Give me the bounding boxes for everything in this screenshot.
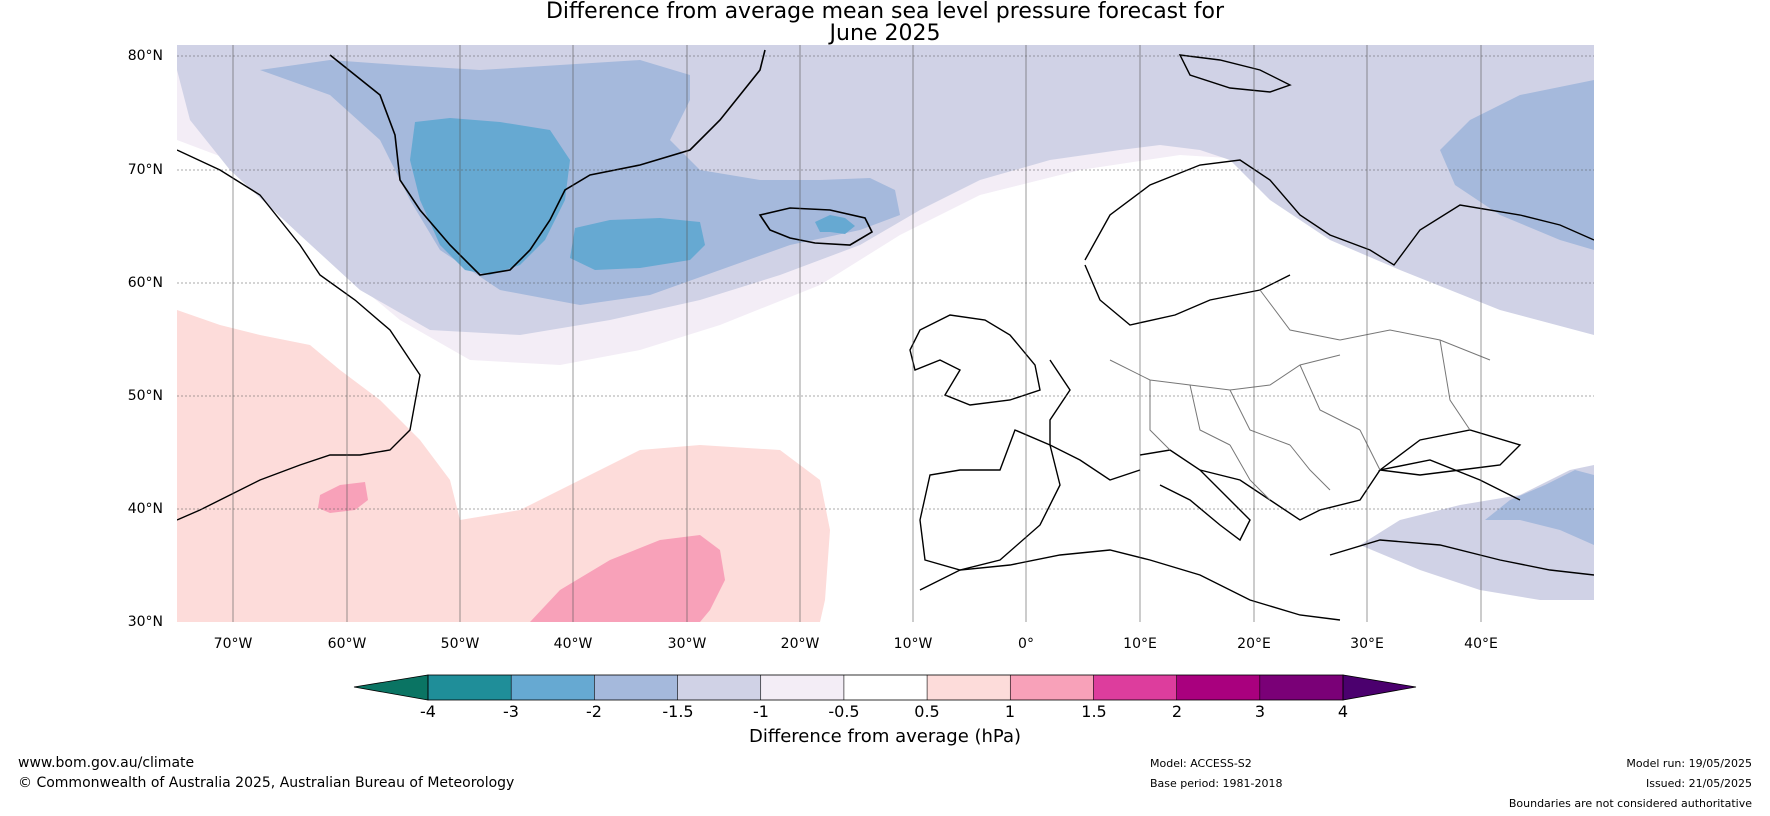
issued-date: Issued: 21/05/2025 — [1645, 777, 1752, 790]
colorbar-segment — [594, 675, 679, 700]
lon-label-70w: 70°W — [213, 636, 253, 652]
lon-label-30e: 30°E — [1350, 636, 1384, 652]
anomaly-region-neg-2-south — [570, 218, 705, 270]
anomaly-region-neg-2 — [410, 118, 570, 275]
greenland-coastline — [329, 49, 766, 276]
colorbar-segment — [677, 675, 762, 700]
colorbar-tick-label: -0.5 — [828, 702, 860, 721]
canada-coastline — [177, 149, 421, 521]
colorbar-segment — [1093, 675, 1178, 700]
colorbar-tick-label: 3 — [1254, 702, 1266, 721]
lon-label-20e: 20°E — [1237, 636, 1271, 652]
colorbar-tick-label: -1.5 — [662, 702, 694, 721]
north-africa-coastline — [919, 549, 1341, 621]
colorbar-segment — [927, 675, 1011, 700]
colorbar-tick-label: 1 — [1004, 702, 1016, 721]
website-link[interactable]: www.bom.gov.au/climate — [18, 755, 195, 771]
base-period: Base period: 1981-2018 — [1150, 777, 1283, 790]
lat-label-30n: 30°N — [127, 614, 163, 630]
colorbar-title: Difference from average (hPa) — [748, 726, 1022, 747]
lat-label-80n: 80°N — [127, 48, 163, 64]
copyright-notice: © Commonwealth of Australia 2025, Austra… — [18, 775, 515, 791]
lon-label-60w: 60°W — [327, 636, 367, 652]
colorbar-tick-label: 1.5 — [1081, 702, 1107, 721]
colorbar-extend-low-arrow — [353, 674, 429, 701]
italy-coastline — [1139, 449, 1251, 542]
lat-label-60n: 60°N — [127, 275, 163, 291]
svalbard-coastline — [1178, 54, 1292, 93]
british-isles-coastline — [909, 314, 1041, 406]
lon-label-0: 0° — [1018, 636, 1034, 652]
country-borders — [1109, 289, 1491, 501]
map-plot-area — [177, 45, 1594, 622]
lon-label-50w: 50°W — [440, 636, 480, 652]
lat-label-40n: 40°N — [127, 501, 163, 517]
anomaly-region-neg-2-iceland — [815, 215, 855, 234]
lon-label-40w: 40°W — [553, 636, 593, 652]
lon-label-40e: 40°E — [1464, 636, 1498, 652]
colorbar-segment — [1176, 675, 1261, 700]
anomaly-region-pos-1-small — [318, 482, 368, 513]
colorbar-segment — [1259, 675, 1344, 700]
lon-label-20w: 20°W — [780, 636, 820, 652]
colorbar-segment — [760, 675, 845, 700]
colorbar-outline — [427, 674, 1344, 701]
colorbar-tick-label: -2 — [586, 702, 602, 721]
lon-label-10e: 10°E — [1123, 636, 1157, 652]
anomaly-region-neg-1.5-balkans — [1485, 470, 1594, 545]
europe-coastline — [1084, 159, 1594, 266]
iceland-coastline — [758, 207, 874, 246]
france-coastline — [1049, 359, 1141, 481]
boundaries-disclaimer: Boundaries are not considered authoritat… — [1508, 797, 1752, 810]
colorbar-segments — [428, 675, 1344, 700]
colorbar-segment — [511, 675, 595, 700]
graticule — [177, 45, 1594, 622]
colorbar-tick-label: -1 — [753, 702, 769, 721]
colorbar-tick-label: 4 — [1337, 702, 1349, 721]
map-title: Difference from average mean sea level p… — [545, 0, 1225, 24]
colorbar-segment — [1010, 675, 1094, 700]
colorbar-tick-label: -3 — [503, 702, 519, 721]
colorbar-tick-label: 2 — [1171, 702, 1183, 721]
anomaly-region-neg-1.5-east — [1440, 80, 1594, 250]
anomaly-region-pos-1 — [530, 535, 725, 622]
colorbar-segment — [428, 675, 512, 700]
map-title-period: June 2025 — [829, 21, 941, 46]
iberia-coastline — [919, 429, 1061, 571]
colorbar-tick-label: 0.5 — [914, 702, 940, 721]
anomaly-region-neg-1.5 — [260, 60, 900, 305]
colorbar-segment — [843, 675, 928, 700]
turkey-coastline — [1329, 539, 1594, 576]
lon-label-30w: 30°W — [667, 636, 707, 652]
colorbar-tick-label: -4 — [420, 702, 436, 721]
lat-label-70n: 70°N — [127, 162, 163, 178]
colorbar-extend-high-arrow — [1342, 674, 1417, 701]
model-name: Model: ACCESS-S2 — [1150, 757, 1252, 770]
black-sea-coastline — [1378, 429, 1522, 476]
model-run-date: Model run: 19/05/2025 — [1626, 757, 1752, 770]
lat-label-50n: 50°N — [127, 388, 163, 404]
lon-label-10w: 10°W — [893, 636, 933, 652]
